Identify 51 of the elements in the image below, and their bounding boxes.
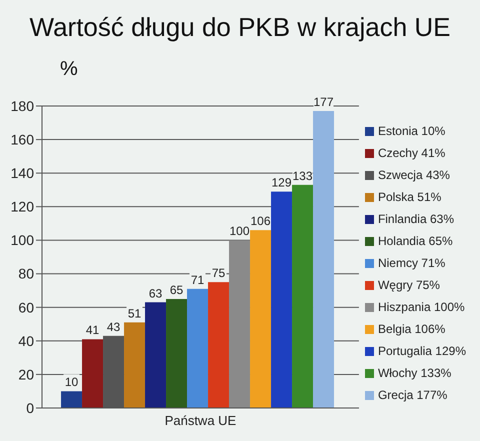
y-tick-label: 80 [18, 266, 34, 282]
legend-label: Niemcy 71% [378, 256, 446, 270]
y-tick-label: 180 [10, 98, 34, 114]
data-label: 177 [314, 95, 334, 110]
legend-label: Estonia 10% [378, 124, 446, 138]
bar [61, 391, 82, 408]
legend-label: Czechy 41% [378, 146, 446, 160]
bar [292, 184, 314, 408]
y-tick-label: 140 [10, 165, 34, 182]
legend-label: Grecja 177% [378, 388, 448, 402]
legend-label: Węgry 75% [378, 278, 440, 292]
bar [271, 192, 292, 408]
data-label: 71 [190, 272, 205, 287]
legend-label: Finlandia 63% [378, 212, 454, 226]
chart-title: Wartość długu do PKB w krajach UE [28, 12, 452, 43]
legend-label: Holandia 65% [378, 234, 453, 248]
y-tick-label: 60 [18, 299, 34, 316]
bar [313, 111, 334, 408]
data-label: 65 [170, 282, 184, 297]
y-tick-label: 160 [10, 132, 34, 148]
data-label: 133 [292, 168, 313, 183]
bar [166, 298, 188, 408]
bar [229, 240, 250, 408]
bar [124, 322, 146, 408]
data-label: 41 [86, 323, 100, 338]
legend-label: Włochy 133% [378, 366, 452, 380]
data-label: 51 [128, 306, 142, 320]
data-label: 106 [250, 214, 271, 228]
y-tick-label: 120 [10, 198, 34, 215]
y-tick-label: 20 [18, 366, 34, 382]
data-label: 10 [64, 375, 79, 390]
bar [82, 339, 104, 408]
legend-label: Polska 51% [378, 190, 442, 204]
data-label: 63 [148, 286, 163, 300]
data-label: 43 [106, 320, 121, 334]
data-label: 100 [230, 224, 250, 238]
bar [145, 302, 166, 408]
y-tick-label: 0 [26, 400, 34, 416]
data-label: 129 [272, 176, 292, 190]
legend-label: Hiszpania 100% [378, 300, 465, 314]
legend-label: Belgia 106% [378, 322, 446, 336]
bar [208, 282, 230, 408]
bar [250, 230, 272, 408]
y-tick-label: 100 [10, 232, 34, 248]
legend-label: Portugalia 129% [378, 344, 466, 358]
x-tick-label: Państwa UE [164, 413, 237, 428]
data-label: 75 [212, 266, 226, 280]
bar [187, 288, 208, 408]
y-axis-title: % [60, 58, 78, 81]
y-tick-label: 40 [18, 332, 34, 349]
legend-label: Szwecja 43% [378, 168, 450, 182]
